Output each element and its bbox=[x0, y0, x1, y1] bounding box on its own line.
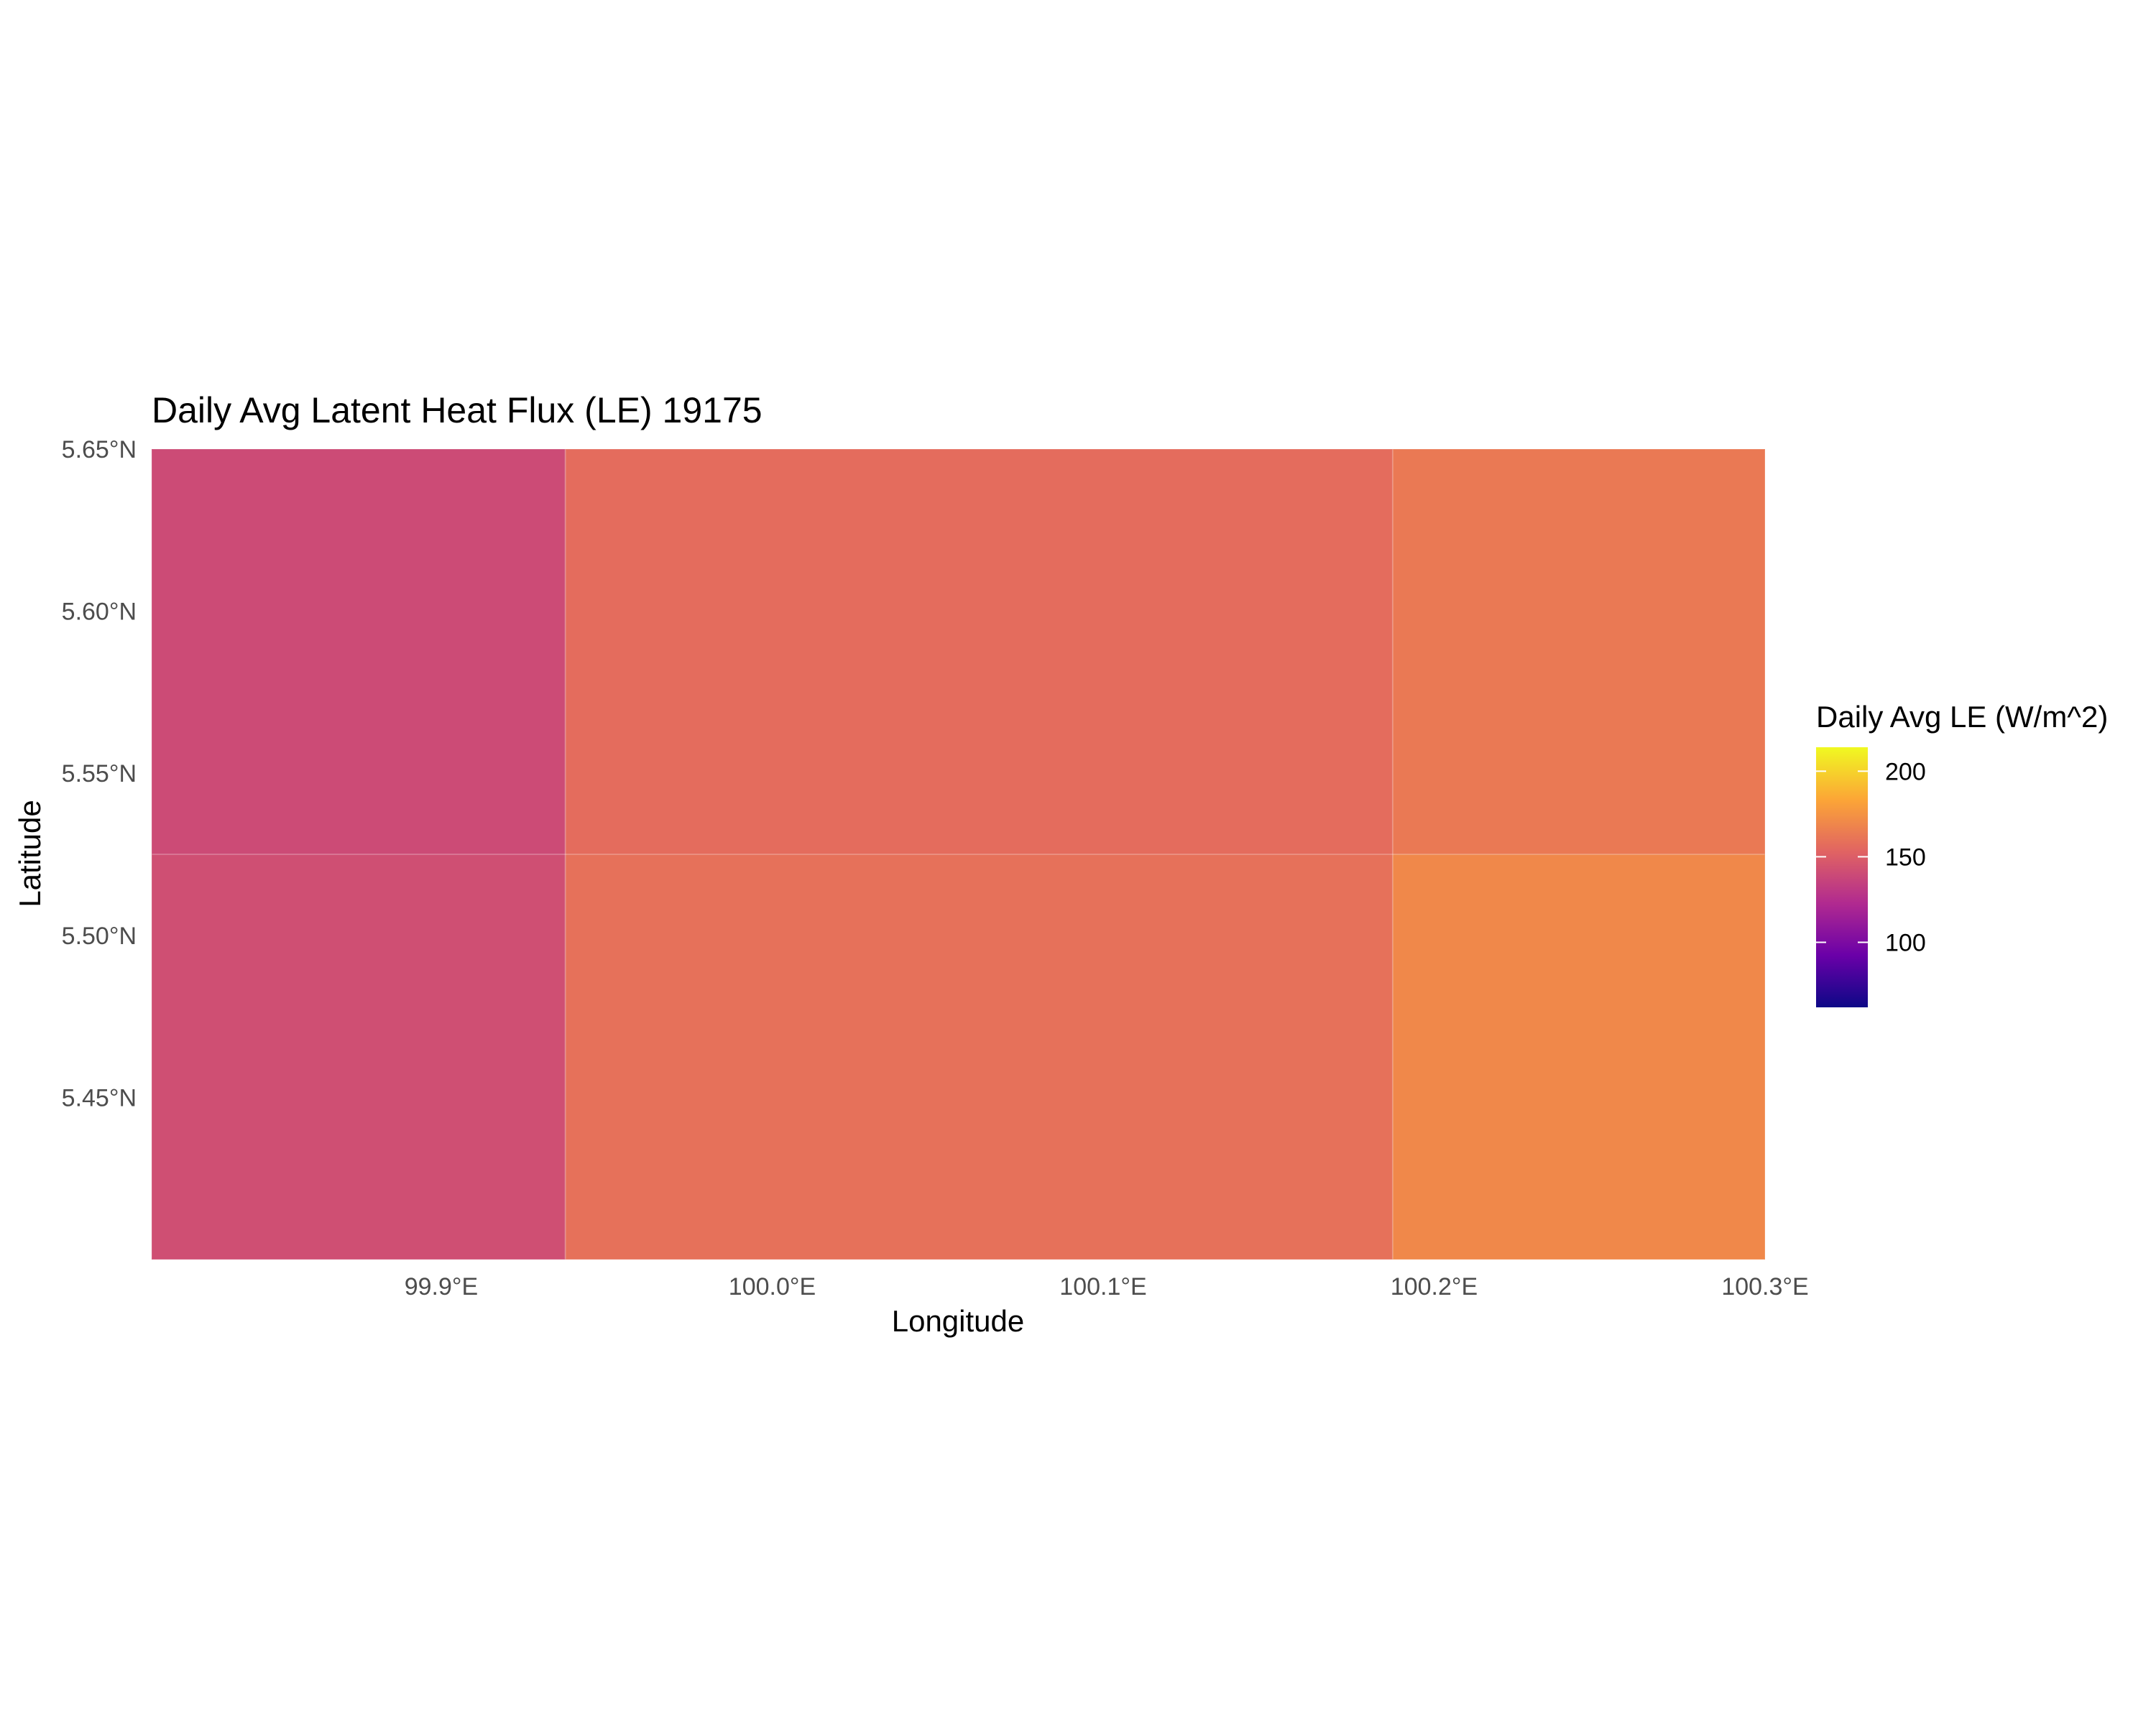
y-tick-label: 5.50°N bbox=[62, 923, 137, 950]
heatmap-cell bbox=[1392, 854, 1765, 1260]
y-tick-label: 5.45°N bbox=[62, 1084, 137, 1112]
heatmap-cell bbox=[565, 854, 1393, 1260]
legend-title: Daily Avg LE (W/m^2) bbox=[1816, 700, 2108, 734]
heatmap-cells bbox=[151, 448, 1766, 1260]
legend-tick-label: 100 bbox=[1885, 930, 1926, 957]
x-tick-label: 100.3°E bbox=[1721, 1273, 1808, 1300]
x-tick-label: 100.1°E bbox=[1059, 1273, 1146, 1300]
y-axis-title: Latitude bbox=[13, 800, 47, 907]
heatmap-cell bbox=[152, 449, 566, 854]
heatmap-cell-border bbox=[1391, 448, 1766, 855]
legend-colorbar bbox=[1816, 747, 1868, 1007]
heatmap-cell bbox=[1392, 449, 1765, 854]
legend-tick-label: 150 bbox=[1885, 844, 1926, 871]
x-tick-label: 99.9°E bbox=[405, 1273, 478, 1300]
heatmap-cell-border bbox=[1391, 854, 1766, 1260]
y-tick-label: 5.60°N bbox=[62, 599, 137, 626]
y-tick-label: 5.65°N bbox=[62, 436, 137, 463]
heatmap-cell bbox=[152, 854, 566, 1260]
x-axis-title: Longitude bbox=[892, 1304, 1025, 1338]
y-tick-label: 5.55°N bbox=[62, 760, 137, 787]
color-legend: Daily Avg LE (W/m^2) 100 150 200 bbox=[1816, 700, 2108, 1007]
x-tick-label: 100.2°E bbox=[1391, 1273, 1478, 1300]
heatmap-cell bbox=[565, 449, 1393, 854]
chart-title: Daily Avg Latent Heat Flux (LE) 19175 bbox=[152, 390, 763, 430]
x-tick-label: 100.0°E bbox=[729, 1273, 816, 1300]
heatmap-cell-border bbox=[564, 448, 1393, 855]
heatmap-cell-border bbox=[151, 854, 566, 1260]
legend-tick-label: 200 bbox=[1885, 758, 1926, 785]
legend-ticks: 100 150 200 bbox=[1816, 758, 1926, 957]
y-axis-ticks: 5.65°N 5.60°N 5.55°N 5.50°N 5.45°N bbox=[62, 436, 137, 1112]
heatmap-cell-border bbox=[151, 448, 566, 855]
x-axis-ticks: 99.9°E 100.0°E 100.1°E 100.2°E 100.3°E bbox=[405, 1273, 1809, 1300]
heatmap-cell-border bbox=[564, 854, 1393, 1260]
